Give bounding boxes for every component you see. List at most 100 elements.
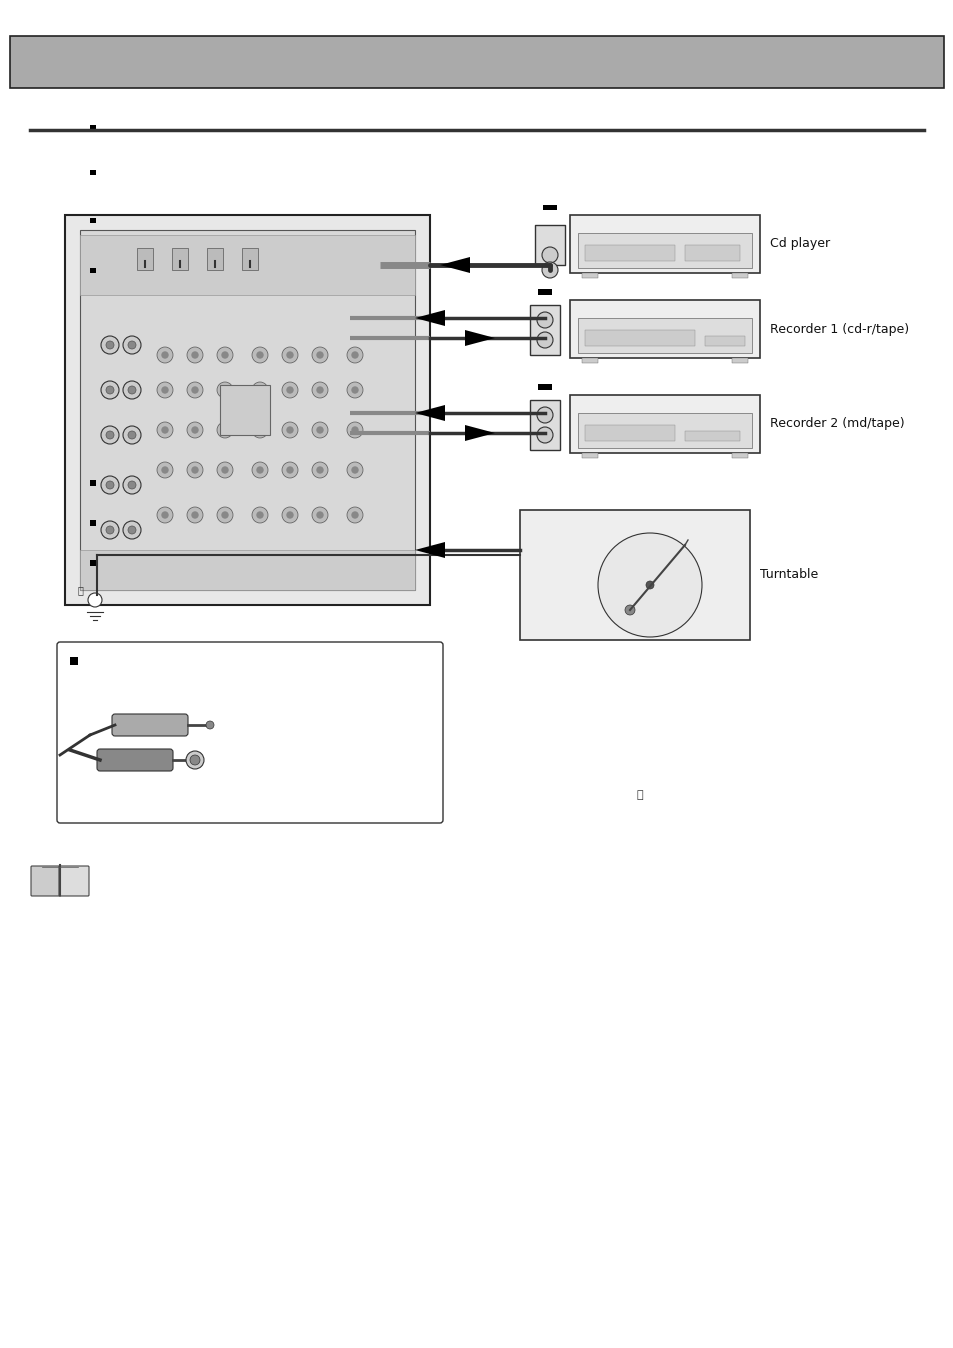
Circle shape xyxy=(123,336,141,355)
Circle shape xyxy=(128,341,136,349)
Circle shape xyxy=(123,520,141,539)
Circle shape xyxy=(252,462,268,479)
Circle shape xyxy=(187,422,203,438)
Circle shape xyxy=(216,346,233,363)
Circle shape xyxy=(216,551,233,568)
Circle shape xyxy=(186,751,204,768)
Circle shape xyxy=(216,422,233,438)
FancyBboxPatch shape xyxy=(112,714,188,736)
Circle shape xyxy=(624,605,635,615)
Text: Cd player: Cd player xyxy=(769,237,829,251)
Circle shape xyxy=(101,426,119,443)
Circle shape xyxy=(598,532,701,638)
Bar xyxy=(569,214,760,274)
Polygon shape xyxy=(464,425,495,441)
Circle shape xyxy=(106,481,113,489)
Circle shape xyxy=(537,427,553,443)
Circle shape xyxy=(287,512,293,518)
Circle shape xyxy=(128,481,136,489)
Bar xyxy=(731,453,747,458)
Polygon shape xyxy=(90,559,96,566)
Bar xyxy=(80,231,415,590)
Circle shape xyxy=(123,381,141,399)
Circle shape xyxy=(123,476,141,493)
Circle shape xyxy=(106,341,113,349)
Circle shape xyxy=(101,476,119,493)
Circle shape xyxy=(352,512,357,518)
Circle shape xyxy=(106,572,113,580)
Bar xyxy=(684,431,740,441)
Circle shape xyxy=(190,755,200,766)
Circle shape xyxy=(216,507,233,523)
Circle shape xyxy=(192,352,198,359)
Circle shape xyxy=(352,427,357,433)
Circle shape xyxy=(312,551,328,568)
Circle shape xyxy=(216,462,233,479)
Circle shape xyxy=(101,336,119,355)
Bar xyxy=(581,359,598,363)
Circle shape xyxy=(187,346,203,363)
Polygon shape xyxy=(537,384,552,390)
Circle shape xyxy=(256,557,263,563)
Bar xyxy=(535,225,564,266)
Circle shape xyxy=(162,512,168,518)
Circle shape xyxy=(352,466,357,473)
Polygon shape xyxy=(415,542,444,558)
Circle shape xyxy=(312,462,328,479)
Circle shape xyxy=(352,387,357,394)
Polygon shape xyxy=(415,310,444,326)
Polygon shape xyxy=(90,218,96,222)
Polygon shape xyxy=(90,268,96,274)
Circle shape xyxy=(312,346,328,363)
Bar xyxy=(530,400,559,450)
Bar xyxy=(731,359,747,363)
Circle shape xyxy=(101,566,119,584)
Circle shape xyxy=(537,332,553,348)
Circle shape xyxy=(316,427,323,433)
Polygon shape xyxy=(90,480,96,487)
Circle shape xyxy=(252,507,268,523)
Text: Turntable: Turntable xyxy=(760,569,818,581)
FancyBboxPatch shape xyxy=(57,642,442,824)
Circle shape xyxy=(347,507,363,523)
Circle shape xyxy=(256,466,263,473)
Bar xyxy=(519,510,749,640)
Circle shape xyxy=(347,551,363,568)
Circle shape xyxy=(106,526,113,534)
Circle shape xyxy=(222,352,228,359)
Bar xyxy=(731,274,747,278)
Circle shape xyxy=(128,386,136,394)
Text: ⏚: ⏚ xyxy=(77,585,83,594)
Text: Recorder 2 (md/tape): Recorder 2 (md/tape) xyxy=(769,418,903,430)
Circle shape xyxy=(287,557,293,563)
Circle shape xyxy=(162,427,168,433)
Circle shape xyxy=(128,572,136,580)
Circle shape xyxy=(162,466,168,473)
Circle shape xyxy=(316,557,323,563)
Circle shape xyxy=(256,512,263,518)
Circle shape xyxy=(101,520,119,539)
Polygon shape xyxy=(90,520,96,526)
Circle shape xyxy=(157,422,172,438)
Circle shape xyxy=(282,422,297,438)
Bar xyxy=(220,386,270,435)
Circle shape xyxy=(157,346,172,363)
Circle shape xyxy=(252,381,268,398)
Bar xyxy=(530,305,559,355)
Circle shape xyxy=(541,262,558,278)
Bar xyxy=(80,235,415,295)
Circle shape xyxy=(192,387,198,394)
Circle shape xyxy=(287,387,293,394)
Text: ⏚: ⏚ xyxy=(636,790,642,799)
Circle shape xyxy=(537,311,553,328)
Circle shape xyxy=(287,466,293,473)
Bar xyxy=(172,248,188,270)
Polygon shape xyxy=(90,125,96,129)
Circle shape xyxy=(287,427,293,433)
Circle shape xyxy=(252,551,268,568)
Circle shape xyxy=(252,346,268,363)
Circle shape xyxy=(106,386,113,394)
Circle shape xyxy=(256,427,263,433)
Circle shape xyxy=(256,387,263,394)
Bar xyxy=(584,245,675,262)
